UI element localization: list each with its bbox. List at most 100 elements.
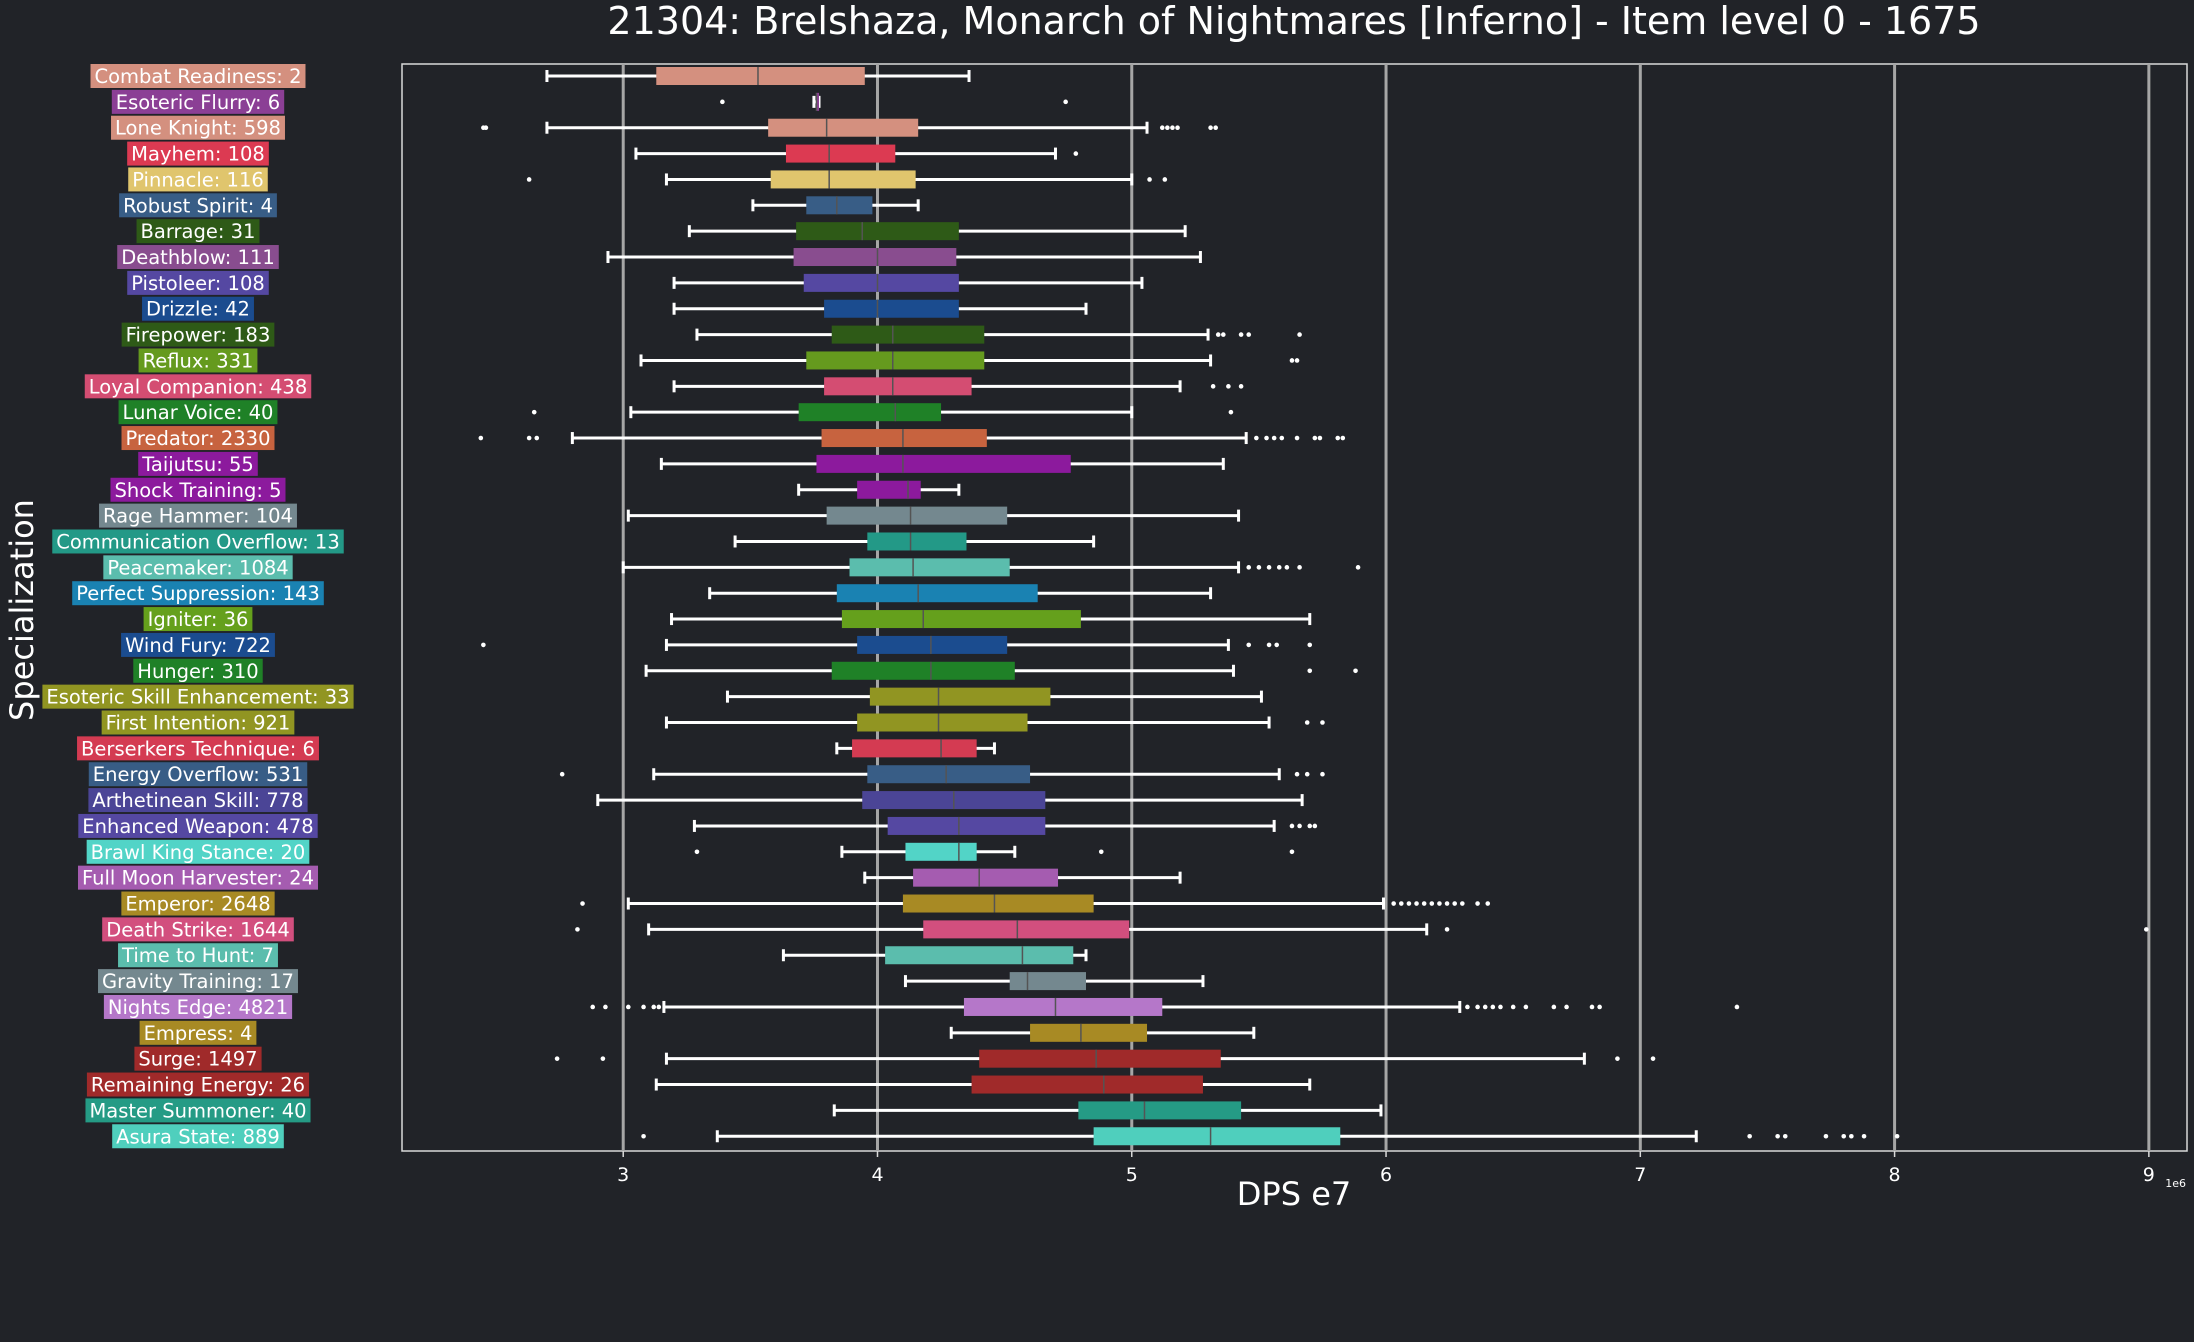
category-label-text: Energy Overflow: 531 <box>93 763 303 786</box>
category-label-bg <box>88 788 308 813</box>
category-label-32: Full Moon Harvester: 24 <box>77 865 319 890</box>
box-iqr <box>824 377 972 396</box>
outlier-point <box>1226 384 1231 389</box>
box-iqr <box>785 144 896 163</box>
category-label-text: Reflux: 331 <box>143 349 254 372</box>
outlier-point <box>1615 1056 1620 1061</box>
category-label-text: Gravity Training: 17 <box>102 970 294 993</box>
x-tick-label: 3 <box>617 1164 629 1186</box>
box-10 <box>672 299 1088 318</box>
category-label-bg <box>52 529 344 554</box>
box-24 <box>644 661 1358 680</box>
outlier-point <box>626 1004 631 1010</box>
outlier-point <box>1098 849 1104 855</box>
outlier-point <box>1289 849 1295 855</box>
outlier-point <box>526 177 532 182</box>
category-label-2: Esoteric Flurry: 6 <box>111 89 285 114</box>
outlier-point <box>1266 565 1272 570</box>
box-28 <box>559 765 1325 784</box>
box-iqr <box>831 325 985 344</box>
category-label-3: Lone Knight: 598 <box>111 115 285 140</box>
box-6 <box>751 196 920 215</box>
category-label-text: Emperor: 2648 <box>125 893 270 916</box>
outlier-point <box>2144 927 2149 932</box>
outlier-point <box>1597 1004 1602 1010</box>
category-label-15: Predator: 2330 <box>121 426 275 451</box>
category-label-20: Peacemaker: 1084 <box>103 555 293 580</box>
outlier-point <box>1320 720 1325 725</box>
category-label-bg <box>86 1072 310 1097</box>
box-iqr <box>831 661 1015 680</box>
outlier-point <box>1340 435 1346 441</box>
outlier-point <box>1485 901 1491 906</box>
outlier-point <box>1523 1004 1529 1010</box>
outlier-point <box>1238 384 1244 389</box>
category-label-12: Reflux: 331 <box>138 348 258 373</box>
box-33 <box>580 894 1491 913</box>
category-label-bg <box>118 400 278 425</box>
box-iqr <box>885 946 1074 965</box>
box-iqr <box>806 196 873 215</box>
category-label-text: Perfect Suppression: 143 <box>76 582 320 605</box>
category-label-bg <box>117 245 279 270</box>
category-label-bg <box>127 141 269 166</box>
box-36 <box>903 972 1205 991</box>
box-38 <box>949 1023 1256 1042</box>
category-label-1: Combat Readiness: 2 <box>90 64 306 88</box>
category-label-text: Time to Hunt: 7 <box>121 944 274 967</box>
category-label-text: Nights Edge: 4821 <box>108 996 288 1019</box>
category-label-text: Taijutsu: 55 <box>141 453 254 476</box>
chart-title: 21304: Brelshaza, Monarch of Nightmares … <box>607 0 1980 43</box>
box-29 <box>596 791 1304 810</box>
category-label-text: Lunar Voice: 40 <box>123 401 274 424</box>
outlier-point <box>600 1056 606 1061</box>
category-label-bg <box>143 607 253 632</box>
outlier-point <box>1421 901 1427 906</box>
category-label-bg <box>103 555 293 580</box>
category-label-38: Empress: 4 <box>139 1020 257 1045</box>
category-label-bg <box>110 477 286 502</box>
category-label-bg <box>139 1020 257 1045</box>
category-label-42: Asura State: 889 <box>112 1124 284 1149</box>
box-iqr <box>803 273 959 292</box>
outlier-point <box>1159 125 1165 131</box>
box-iqr <box>821 429 987 448</box>
category-label-30: Enhanced Weapon: 478 <box>78 813 318 838</box>
grid-lines <box>621 64 2151 1151</box>
outlier-point <box>694 849 700 855</box>
outlier-point <box>1849 1133 1854 1139</box>
category-label-text: Barrage: 31 <box>141 220 256 243</box>
box-7 <box>687 222 1187 241</box>
outlier-point <box>1228 409 1234 415</box>
outlier-point <box>534 435 540 441</box>
box-iqr <box>913 868 1059 887</box>
outlier-point <box>1289 358 1295 363</box>
outlier-point <box>1465 1004 1470 1010</box>
box-19 <box>733 532 1096 551</box>
category-label-text: Esoteric Skill Enhancement: 33 <box>46 686 349 709</box>
category-label-bg <box>118 943 278 968</box>
box-iqr <box>768 118 919 137</box>
category-label-bg <box>136 219 260 244</box>
outlier-point <box>1208 125 1213 131</box>
box-42 <box>641 1127 1900 1146</box>
outlier-point <box>1304 720 1310 725</box>
category-label-24: Hunger: 310 <box>133 658 263 683</box>
outlier-point <box>1307 823 1313 829</box>
box-23 <box>481 635 1313 654</box>
category-label-13: Loyal Companion: 438 <box>84 374 312 399</box>
category-label-26: First Intention: 921 <box>101 710 295 735</box>
box-iqr <box>824 299 959 318</box>
x-axis-offset-label: 1e6 <box>2165 1177 2186 1190</box>
outlier-point <box>1266 642 1272 648</box>
x-tick-label: 6 <box>1380 1164 1392 1186</box>
category-label-text: Full Moon Harvester: 24 <box>82 867 314 890</box>
box-37 <box>590 997 1740 1016</box>
outlier-point <box>1551 1004 1557 1010</box>
category-label-bg <box>121 322 275 347</box>
category-label-7: Barrage: 31 <box>136 219 260 244</box>
category-label-text: Berserkers Technique: 6 <box>81 737 315 760</box>
outlier-point <box>1444 927 1450 932</box>
box-35 <box>781 946 1088 965</box>
